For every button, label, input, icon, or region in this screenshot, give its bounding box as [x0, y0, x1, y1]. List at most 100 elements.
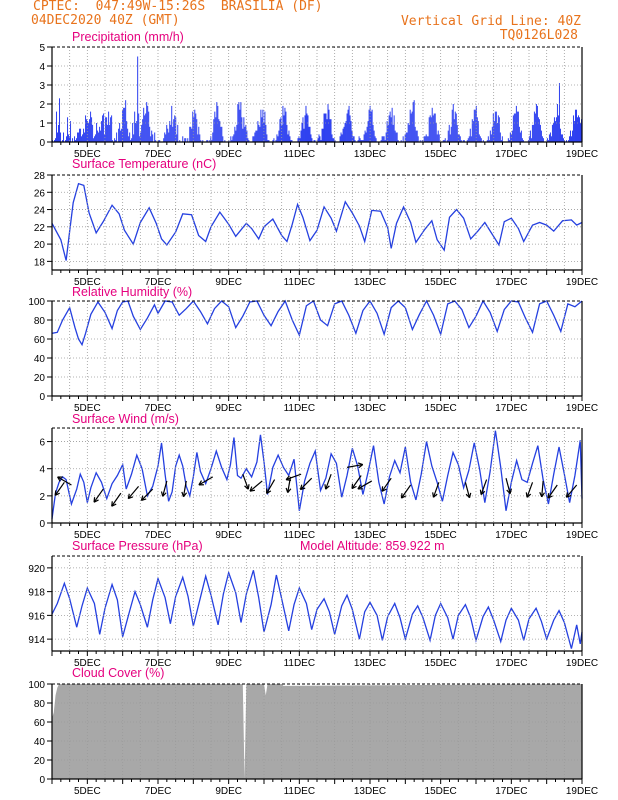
precip-bar: [63, 132, 65, 142]
precip-bar: [70, 121, 72, 142]
precip-bar: [490, 134, 492, 142]
wind-arrow-head: [465, 493, 470, 499]
precip-bar: [358, 136, 360, 142]
y-tick-label: 918: [28, 588, 45, 599]
y-tick-label: 22: [34, 223, 46, 234]
precip-bar: [501, 136, 503, 142]
precip-bar: [350, 121, 352, 142]
precip-bar: [357, 140, 359, 142]
wind-arrow-head: [325, 485, 330, 490]
precip-bar: [480, 138, 482, 142]
precip-bar: [471, 119, 473, 142]
precip-bar: [373, 130, 375, 142]
header-station-info: CPTEC: 047:49W-15:26S BRASILIA (DF): [33, 0, 323, 14]
precip-bar: [232, 136, 234, 142]
precip-bar: [281, 124, 283, 142]
x-tick-label: 19DEC: [566, 149, 598, 160]
precip-bar: [425, 134, 427, 142]
relative-humidity-line: [51, 299, 583, 347]
precip-bar: [258, 124, 260, 142]
precip-bar: [479, 136, 481, 142]
precip-bar: [139, 136, 141, 142]
x-tick-label: 9DEC: [215, 403, 242, 414]
precip-bar: [83, 128, 85, 142]
precip-bar: [571, 130, 573, 142]
precip-bar: [478, 134, 480, 142]
wind-arrow: [57, 476, 72, 486]
precip-bar: [328, 109, 330, 142]
precip-bar: [165, 134, 167, 142]
precip-bar: [99, 126, 101, 142]
x-tick-label: 9DEC: [215, 149, 242, 160]
precip-bar: [301, 123, 303, 142]
y-tick-label: 0: [39, 775, 45, 786]
precip-bar: [141, 124, 143, 142]
precip-bar: [434, 113, 436, 142]
wind-arrow: [285, 473, 302, 481]
precip-bar: [487, 136, 489, 142]
precip-bar: [486, 140, 488, 142]
precip-bar: [473, 109, 475, 142]
precip-bar: [477, 121, 479, 142]
precip-bar: [493, 121, 495, 142]
precip-bar: [466, 140, 468, 142]
precip-bar: [152, 134, 154, 142]
precip-bar: [342, 128, 344, 142]
precip-bar: [196, 119, 198, 142]
precip-bar: [130, 140, 132, 142]
cloud-cover-area: [52, 684, 582, 779]
x-tick-label: 11DEC: [284, 277, 316, 288]
y-tick-label: 20: [34, 756, 46, 767]
wind-arrow-head: [247, 484, 250, 490]
y-tick-label: 920: [28, 564, 45, 575]
precip-bar: [94, 136, 96, 142]
wind-arrow: [198, 476, 214, 486]
precip-bar: [572, 115, 574, 142]
x-tick-label: 11DEC: [284, 658, 316, 669]
wind-arrow-head: [351, 485, 357, 490]
precip-bar: [468, 136, 470, 142]
precip-bar: [389, 111, 391, 142]
precip-bar: [489, 130, 491, 142]
precip-bar: [303, 128, 305, 142]
precip-bar: [262, 109, 264, 142]
wind-arrow-head: [111, 503, 117, 507]
y-tick-label: 60: [34, 718, 46, 729]
precip-bar: [313, 140, 315, 142]
x-tick-label: 9DEC: [215, 786, 242, 797]
precip-bar: [146, 102, 148, 142]
precip-bar: [150, 136, 152, 142]
precip-bar: [343, 126, 345, 142]
precip-bar: [149, 126, 151, 142]
wind-arrow: [162, 480, 168, 497]
precip-bar: [239, 109, 241, 142]
wind-arrow-head: [141, 498, 147, 501]
precip-bar: [189, 126, 191, 142]
precip-bar: [429, 115, 431, 142]
precip-bar: [100, 130, 102, 142]
precip-bar: [435, 123, 437, 142]
precip-bar: [576, 117, 578, 142]
wind-arrow-head: [181, 491, 185, 497]
precip-bar: [107, 124, 109, 142]
precip-bar: [359, 138, 361, 142]
precip-bar: [144, 115, 146, 142]
precip-bar: [256, 130, 258, 142]
wind-arrow: [299, 477, 313, 490]
precip-bar: [400, 140, 402, 142]
x-tick-label: 15DEC: [425, 786, 457, 797]
precip-bar: [443, 140, 445, 142]
precip-bar: [394, 130, 396, 142]
precip-bar: [361, 140, 363, 142]
y-tick-label: 20: [34, 373, 46, 384]
y-tick-label: 6: [39, 438, 45, 449]
precip-bar: [252, 136, 254, 142]
precip-bar: [154, 132, 156, 142]
wind-arrow: [565, 484, 578, 498]
precip-bar: [187, 138, 189, 142]
precip-bar: [340, 132, 342, 142]
x-tick-label: 17DEC: [495, 403, 527, 414]
precip-bar: [522, 140, 524, 142]
precip-bar: [260, 109, 262, 142]
precip-bar: [372, 124, 374, 142]
